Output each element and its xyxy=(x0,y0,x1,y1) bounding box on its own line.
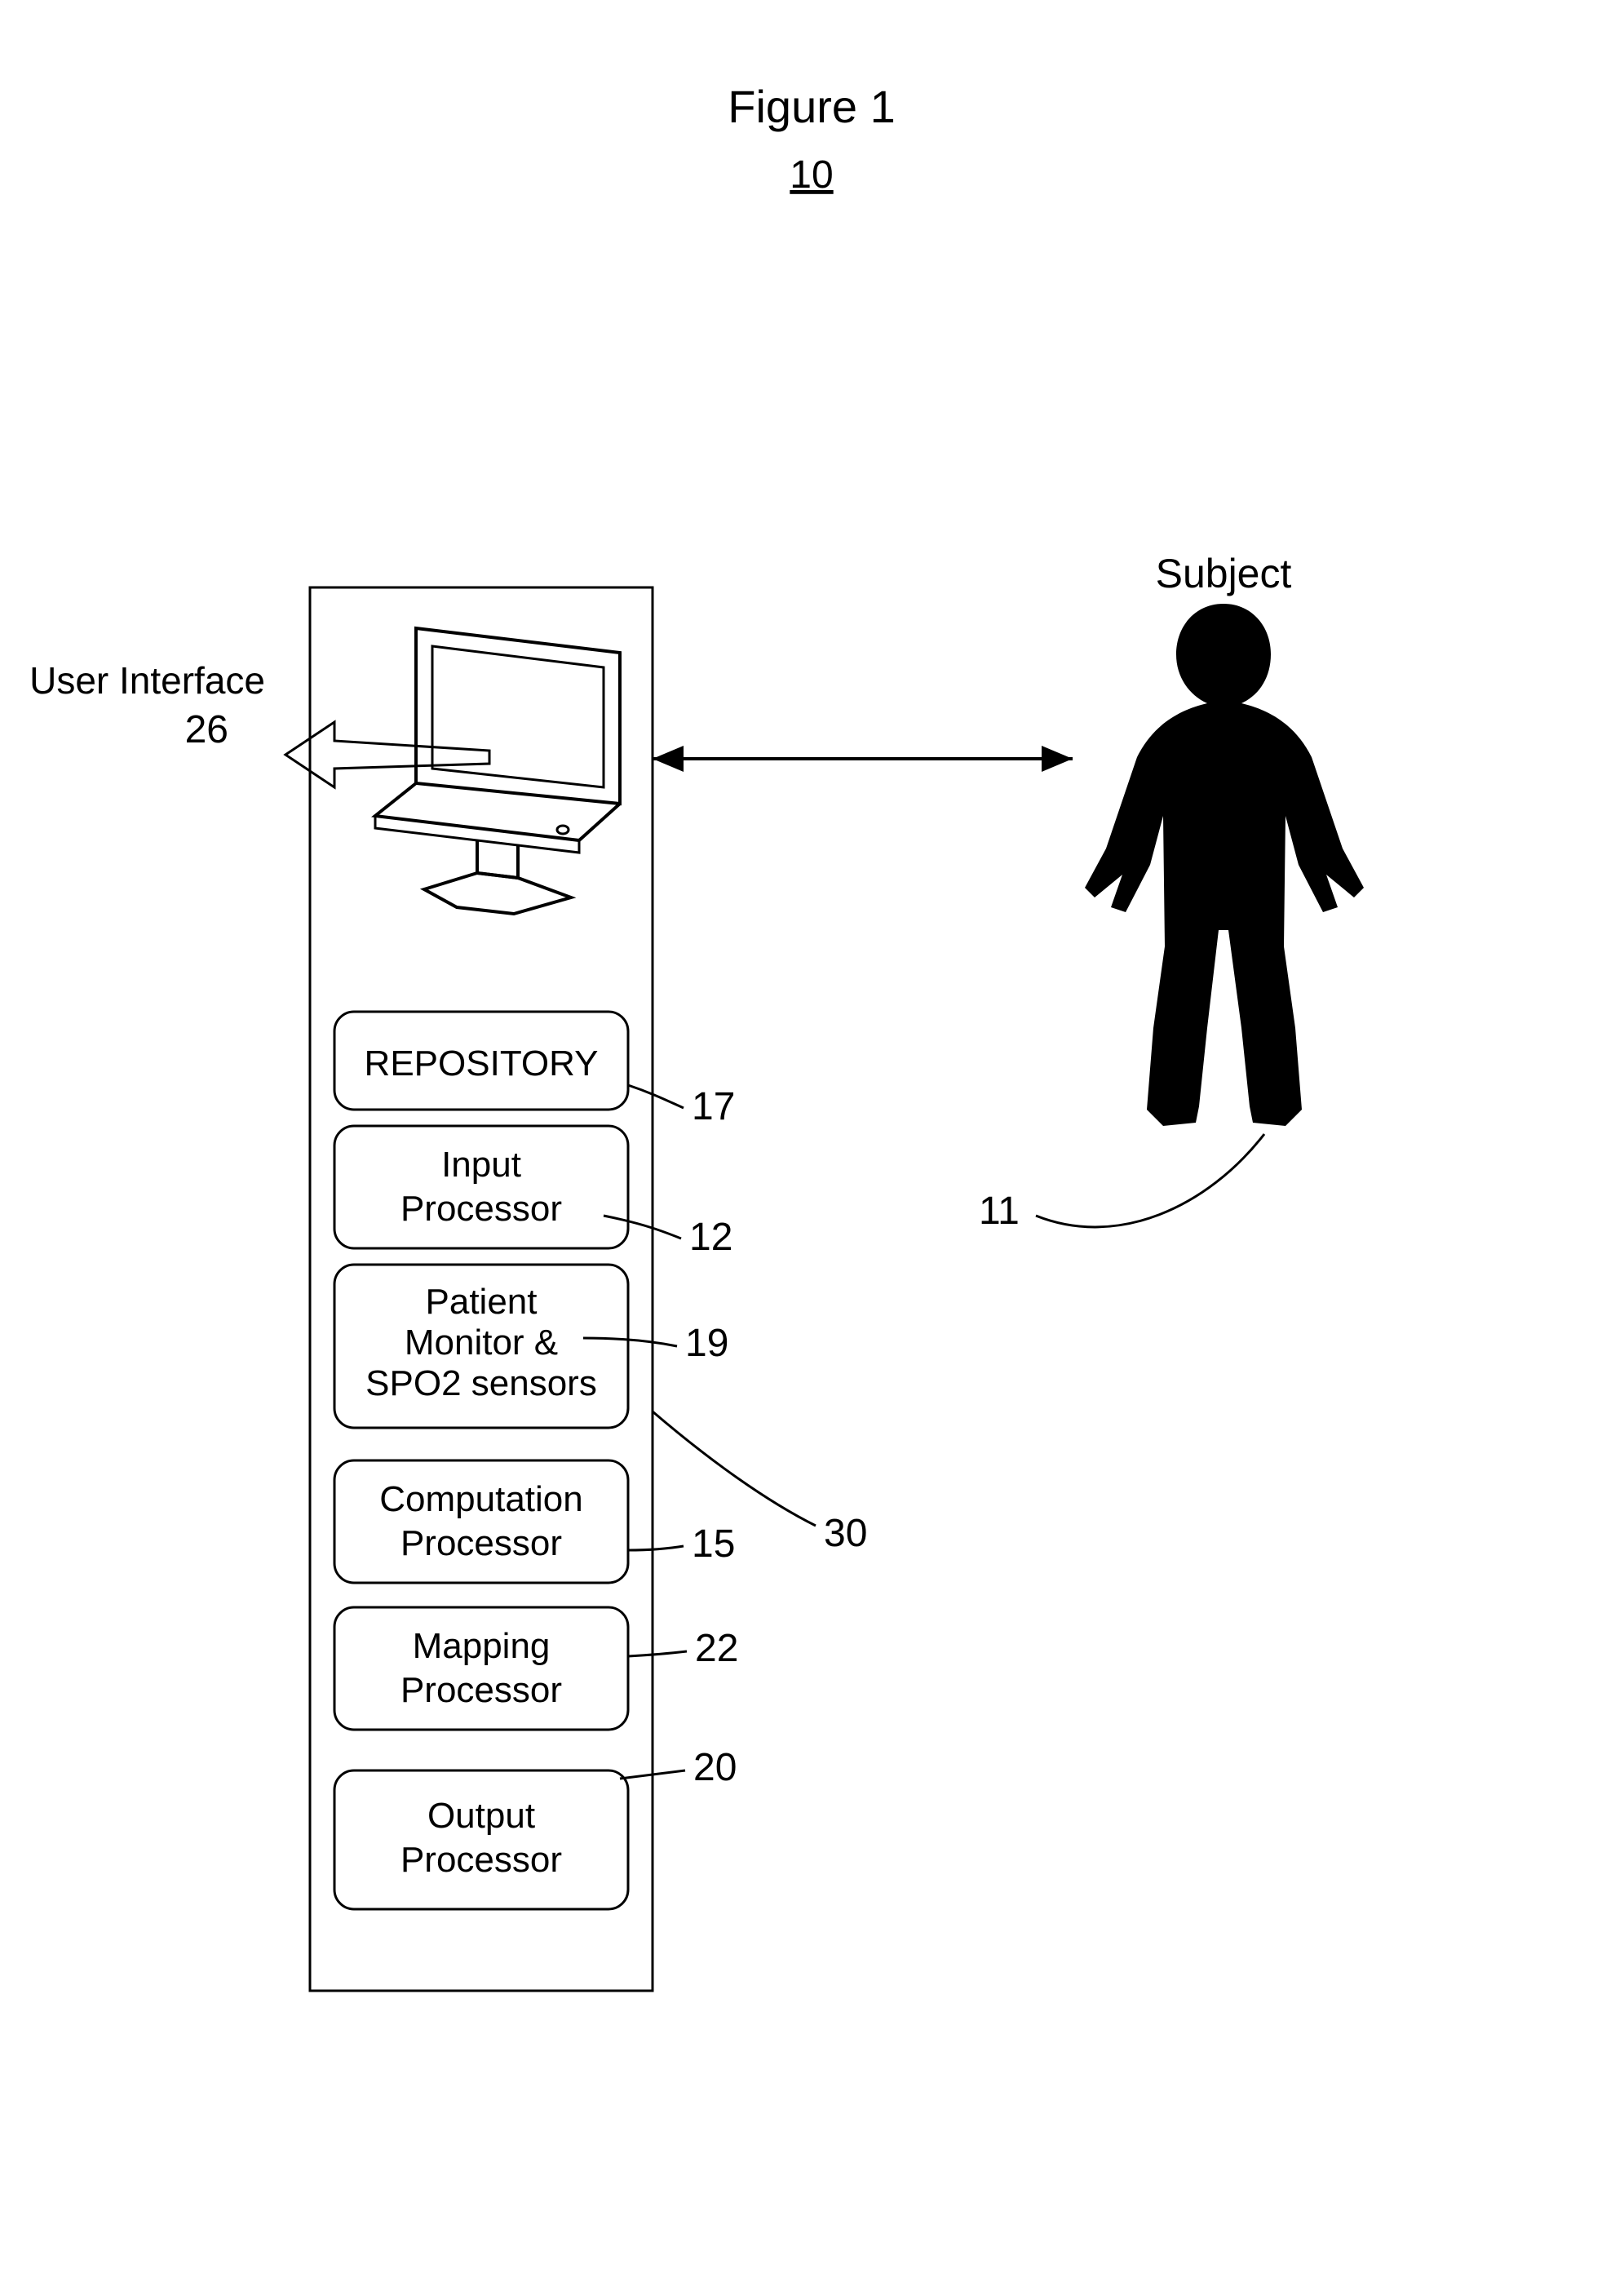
box-comp-l2: Processor xyxy=(400,1523,562,1563)
box-out-l2: Processor xyxy=(400,1840,562,1880)
subject-silhouette-icon xyxy=(1085,604,1364,1126)
box-map-l1: Mapping xyxy=(413,1626,551,1666)
box-patient-monitor: Patient Monitor & SPO2 sensors 19 xyxy=(334,1265,728,1428)
monitor-icon xyxy=(375,628,620,914)
box-input-processor: Input Processor 12 xyxy=(334,1126,732,1259)
box-repository: REPOSITORY 17 xyxy=(334,1012,735,1128)
diagram-svg: Figure 1 10 User Interface 26 Subject xyxy=(0,0,1624,2291)
box-monitor-l1: Patient xyxy=(426,1282,538,1322)
box-repository-text: REPOSITORY xyxy=(365,1044,599,1083)
box-out-l1: Output xyxy=(427,1796,535,1836)
figure-title: Figure 1 xyxy=(728,81,895,132)
box-computation-processor: Computation Processor 15 xyxy=(334,1460,735,1583)
cursor-arrow-icon xyxy=(285,722,489,787)
panel-ref: 30 xyxy=(824,1512,867,1555)
box-comp-ref: 15 xyxy=(692,1522,735,1566)
panel-ref-leader: 30 xyxy=(653,1411,867,1555)
box-out-ref: 20 xyxy=(693,1746,737,1789)
box-repository-ref: 17 xyxy=(692,1085,735,1128)
box-map-ref: 22 xyxy=(695,1627,738,1670)
figure-ref: 10 xyxy=(790,153,833,197)
box-comp-l1: Computation xyxy=(379,1479,582,1519)
user-interface-ref: 26 xyxy=(185,708,228,751)
box-input-proc-l1: Input xyxy=(441,1145,521,1185)
box-monitor-l3: SPO2 sensors xyxy=(365,1363,597,1403)
box-monitor-l2: Monitor & xyxy=(405,1323,558,1363)
box-monitor-ref: 19 xyxy=(685,1322,728,1365)
subject-ref-leader: 11 xyxy=(979,1134,1264,1233)
user-interface-label: User Interface xyxy=(29,659,265,702)
box-input-proc-ref: 12 xyxy=(689,1216,732,1259)
subject-ref: 11 xyxy=(979,1190,1020,1233)
box-output-processor: Output Processor 20 xyxy=(334,1746,737,1909)
link-arrow-icon xyxy=(653,746,1073,772)
box-map-l2: Processor xyxy=(400,1670,562,1710)
box-input-proc-l2: Processor xyxy=(400,1189,562,1229)
box-mapping-processor: Mapping Processor 22 xyxy=(334,1607,738,1730)
subject-label: Subject xyxy=(1156,551,1292,596)
